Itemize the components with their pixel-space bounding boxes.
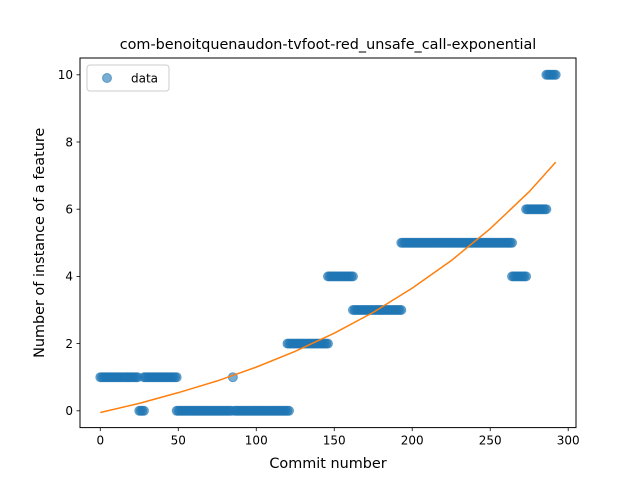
series-fit-line xyxy=(100,161,557,414)
y-axis-ticks: 0 2 4 6 8 10 xyxy=(58,68,80,418)
legend-label-data: data xyxy=(131,72,158,86)
series-data-points xyxy=(95,69,561,416)
x-axis-label: Commit number xyxy=(269,456,386,472)
x-tick-label: 100 xyxy=(245,434,268,448)
legend-marker-data xyxy=(102,73,112,83)
y-tick-label: 2 xyxy=(65,337,73,351)
y-tick-label: 8 xyxy=(65,135,73,149)
legend: data xyxy=(86,64,170,92)
data-point xyxy=(323,338,333,349)
data-point xyxy=(550,69,561,80)
y-tick-label: 6 xyxy=(65,203,73,217)
x-tick-label: 200 xyxy=(401,434,424,448)
x-tick-label: 300 xyxy=(557,434,580,448)
y-tick-label: 10 xyxy=(58,68,73,82)
y-tick-label: 4 xyxy=(65,270,73,284)
y-tick-label: 0 xyxy=(65,404,73,418)
data-point xyxy=(396,305,407,315)
data-point xyxy=(347,271,358,282)
x-tick-label: 150 xyxy=(323,434,346,448)
x-axis-ticks: 0 50 100 150 200 250 300 xyxy=(96,427,580,448)
data-point xyxy=(507,237,518,248)
legend-box xyxy=(86,64,170,92)
data-point xyxy=(138,405,149,416)
data-point xyxy=(171,372,182,383)
plot-frame xyxy=(79,57,577,429)
data-point xyxy=(541,204,552,215)
x-tick-label: 50 xyxy=(171,434,186,448)
plot-area xyxy=(95,69,561,416)
data-point xyxy=(521,271,532,282)
y-axis-label: Number of instance of a feature xyxy=(32,128,48,358)
x-tick-label: 0 xyxy=(96,434,104,448)
chart-title: com-benoitquenaudon-tvfoot-red_unsafe_ca… xyxy=(120,37,537,53)
x-tick-label: 250 xyxy=(479,434,502,448)
data-point xyxy=(284,405,295,416)
